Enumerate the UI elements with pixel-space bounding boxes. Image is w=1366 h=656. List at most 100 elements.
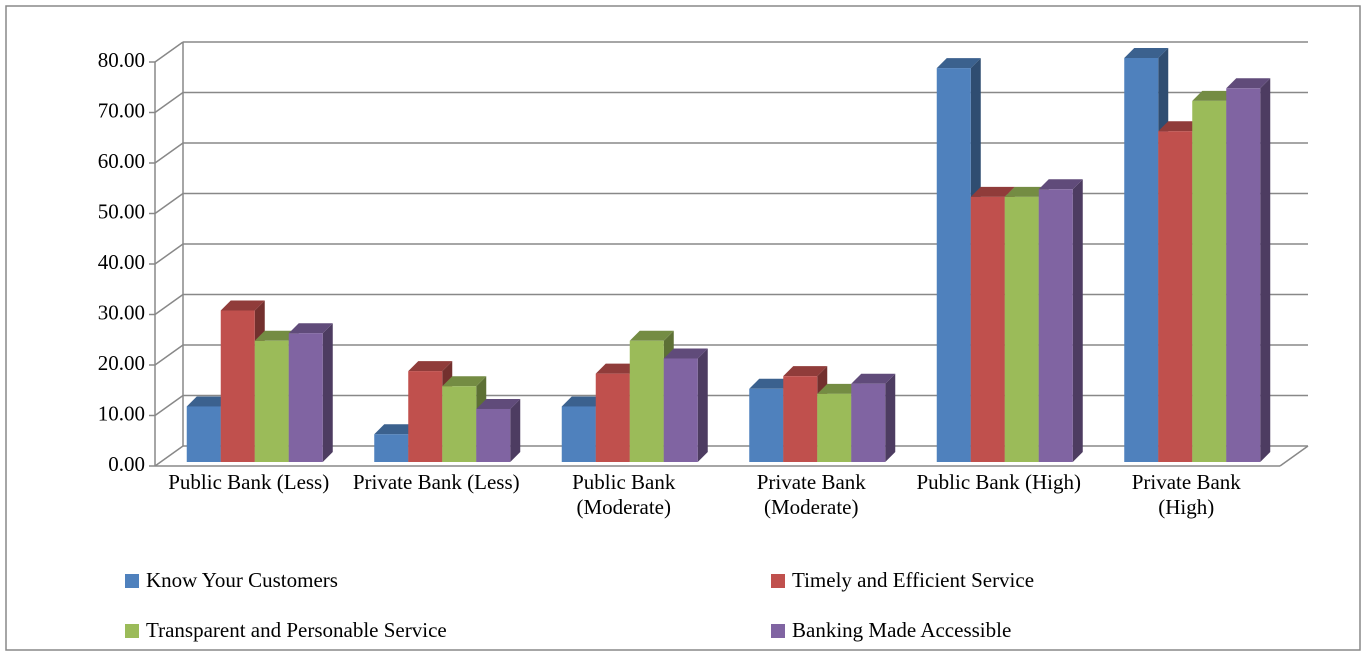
bar-top <box>629 330 674 341</box>
bar <box>1226 78 1271 463</box>
grid-depth-line <box>154 445 184 467</box>
grid-depth-line <box>154 344 184 366</box>
bar-front <box>561 406 596 462</box>
bar-front <box>1004 196 1039 462</box>
y-tick-label: 10.00 <box>98 401 145 425</box>
bar-top <box>1038 179 1083 190</box>
bar-top <box>851 373 896 384</box>
grid-depth-line <box>154 394 184 417</box>
y-tick-label: 70.00 <box>98 98 145 122</box>
legend-item: Banking Made Accessible <box>771 618 1011 643</box>
y-tick-label: 20.00 <box>98 351 145 375</box>
x-tick-label: Public Bank (Moderate) <box>572 470 676 519</box>
bar <box>851 373 896 462</box>
x-tick-label: Private Bank (Less) <box>352 470 520 494</box>
bar-top <box>442 376 487 387</box>
x-tick-label: Private Bank (High) <box>1131 470 1241 519</box>
bar-front <box>749 388 784 462</box>
bar-top <box>288 323 333 334</box>
y-tick-label: 40.00 <box>98 250 145 274</box>
bar-top <box>408 361 453 372</box>
y-tick-label: 0.00 <box>108 452 145 476</box>
bar-front <box>1192 100 1227 463</box>
bar-top <box>220 300 265 311</box>
bar-front <box>476 408 511 462</box>
bar-front <box>442 386 477 462</box>
bar-top <box>254 330 299 341</box>
bar-front <box>254 340 289 462</box>
legend-item: Timely and Efficient Service <box>771 568 1034 593</box>
bar-top <box>1004 186 1049 197</box>
x-tick-label: Public Bank (Less) <box>168 470 330 494</box>
x-tick-label: Private Bank (Moderate) <box>756 470 866 519</box>
grid-depth-line <box>154 41 184 63</box>
bar-top <box>476 398 521 409</box>
bar <box>288 323 333 462</box>
y-tick-label: 80.00 <box>98 48 145 72</box>
bar-front <box>1038 189 1073 463</box>
bar-front <box>1158 131 1193 462</box>
bar-front <box>220 310 255 462</box>
legend-label: Timely and Efficient Service <box>792 568 1035 592</box>
legend-swatch <box>125 624 139 638</box>
bar-side <box>1072 179 1083 463</box>
grid-depth-line <box>154 243 184 265</box>
legend-swatch <box>771 574 785 588</box>
x-tick-label: Public Bank (High) <box>916 470 1081 494</box>
y-tick-label: 50.00 <box>98 199 145 223</box>
legend-label: Banking Made Accessible <box>792 618 1012 642</box>
bar-top <box>1192 90 1237 101</box>
bar-side <box>885 373 896 462</box>
y-tick-label: 60.00 <box>98 149 145 173</box>
bar-front <box>783 376 818 462</box>
bar-front <box>1226 88 1261 463</box>
grid-depth-line <box>154 91 184 114</box>
bar-front <box>629 340 664 462</box>
legend-item: Transparent and Personable Service <box>125 618 447 643</box>
grid-depth-line <box>154 142 184 164</box>
grid-depth-line <box>154 192 184 215</box>
bar <box>476 398 521 462</box>
legend-swatch <box>125 574 139 588</box>
floor-right <box>1279 445 1309 467</box>
bar-front <box>595 373 630 462</box>
bar-side <box>1260 78 1271 463</box>
bar <box>1038 179 1083 463</box>
bar-side <box>697 348 708 462</box>
frame-border <box>5 5 1361 651</box>
bar-top <box>595 363 640 374</box>
bar-top <box>783 366 828 377</box>
bar-side <box>510 398 521 462</box>
bar-side <box>322 323 333 462</box>
grid-depth-line <box>154 293 184 316</box>
legend-label: Know Your Customers <box>146 568 338 592</box>
bar <box>663 348 708 462</box>
bar-top <box>936 58 981 69</box>
bar-top <box>186 396 231 407</box>
bar-front <box>374 434 409 462</box>
legend-swatch <box>771 624 785 638</box>
bar-top <box>1226 78 1271 89</box>
bar-front <box>288 333 323 462</box>
bar-front <box>817 393 852 462</box>
bar-top <box>749 378 794 389</box>
bar-front <box>936 68 971 462</box>
legend-label: Transparent and Personable Service <box>146 618 447 642</box>
bar-front <box>1124 58 1159 462</box>
bar-top <box>663 348 708 359</box>
bar-top <box>561 396 606 407</box>
bar-top <box>970 186 1015 197</box>
bar-front <box>408 371 443 462</box>
bar-top <box>374 424 419 435</box>
bar-top <box>1124 48 1169 58</box>
bar-front <box>186 406 221 462</box>
bar-front <box>970 196 1005 462</box>
bar-front <box>851 383 886 462</box>
bar-top <box>817 383 862 394</box>
bar-front <box>663 358 698 462</box>
bar-top <box>1158 121 1203 132</box>
bar <box>442 376 487 462</box>
y-tick-label: 30.00 <box>98 300 145 324</box>
